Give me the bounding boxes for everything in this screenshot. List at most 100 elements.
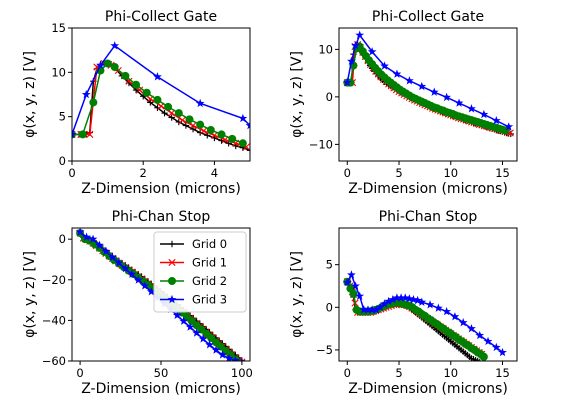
marker-star — [133, 275, 143, 284]
x-tick-label: 4 — [211, 166, 218, 180]
marker-star — [75, 228, 85, 236]
x-tick-label: 0 — [76, 366, 83, 380]
marker-star — [355, 30, 365, 39]
marker-circle — [168, 277, 176, 285]
marker-star — [238, 113, 248, 123]
chart-title: Phi-Chan Stop — [379, 209, 478, 225]
series-grid-3 — [342, 30, 514, 131]
series-grid-2 — [343, 277, 488, 361]
plot-area — [72, 41, 250, 154]
marker-circle — [228, 134, 237, 143]
marker-star — [371, 305, 381, 314]
y-tick-label: 0 — [326, 90, 333, 104]
legend-item: Grid 1 — [160, 256, 227, 270]
y-tick-label: 5 — [326, 258, 333, 272]
marker-circle — [89, 98, 98, 107]
marker-circle — [174, 109, 183, 118]
marker-plus — [168, 240, 176, 248]
series-line — [72, 44, 250, 135]
y-tick-label: −60 — [42, 354, 66, 368]
series-grid-3 — [72, 41, 250, 139]
series-grid-2 — [343, 42, 510, 135]
marker-star — [195, 98, 205, 108]
marker-star — [347, 56, 356, 65]
marker-plus — [189, 125, 197, 133]
marker-star — [205, 340, 214, 349]
marker-star — [405, 76, 414, 85]
x-tick-label: 100 — [231, 366, 253, 380]
chart-panel-1: Phi-Collect Gate 0 2 4 0 5 10 15 Z-Dimension (mi… — [22, 9, 251, 197]
x-tick-label: 5 — [395, 366, 402, 380]
marker-star — [211, 345, 221, 354]
marker-star — [231, 355, 240, 361]
marker-plus — [479, 358, 481, 361]
y-tick-label: −5 — [316, 343, 333, 357]
marker-star — [380, 61, 389, 70]
legend: Grid 0 Grid 1 Grid 2 Grid 3 — [153, 231, 247, 313]
marker-star — [185, 322, 195, 331]
marker-star — [351, 281, 360, 290]
x-tick-label: 0 — [344, 166, 351, 180]
chart-title: Phi-Collect Gate — [105, 9, 217, 25]
marker-circle — [185, 115, 194, 124]
marker-star — [363, 305, 373, 314]
series-line — [346, 33, 510, 128]
x-tick-label: 10 — [443, 366, 458, 380]
marker-star — [88, 234, 98, 243]
x-tick-label: 15 — [495, 166, 510, 180]
marker-circle — [78, 130, 87, 139]
marker-x — [86, 130, 94, 138]
marker-star — [192, 328, 201, 337]
x-axis-label: Z-Dimension (microns) — [81, 181, 241, 197]
marker-star — [172, 310, 182, 320]
x-tick-label: 10 — [443, 166, 458, 180]
marker-star — [72, 129, 77, 139]
y-axis-label: φ(x, y, z) [V] — [22, 51, 38, 138]
marker-star — [467, 104, 476, 113]
marker-star — [380, 299, 389, 308]
y-tick-label: 5 — [59, 110, 66, 124]
marker-star — [467, 324, 476, 333]
marker-star — [433, 303, 443, 312]
y-axis-label: φ(x, y, z) [V] — [289, 51, 305, 138]
marker-circle — [153, 95, 162, 104]
marker-star — [392, 293, 402, 302]
marker-x — [200, 127, 208, 135]
marker-x — [178, 116, 186, 124]
marker-star — [237, 357, 247, 361]
marker-circle — [196, 120, 205, 129]
legend-label: Grid 0 — [192, 237, 227, 251]
marker-star — [81, 89, 91, 99]
marker-star — [342, 78, 352, 87]
legend-label: Grid 3 — [192, 293, 227, 307]
marker-circle — [132, 80, 141, 89]
marker-star — [417, 297, 427, 306]
y-tick-label: 10 — [318, 42, 333, 56]
legend-item: Grid 0 — [160, 237, 227, 251]
marker-star — [454, 98, 464, 107]
y-tick-label: 0 — [59, 232, 66, 246]
marker-plus — [168, 114, 175, 121]
y-axis-label: φ(x, y, z) [V] — [289, 251, 305, 338]
marker-star — [146, 287, 156, 296]
marker-plus — [204, 132, 211, 139]
y-tick-label: −10 — [309, 137, 333, 151]
marker-star — [442, 92, 451, 102]
marker-star — [127, 269, 137, 279]
x-axis-label: Z-Dimension (microns) — [348, 381, 508, 397]
marker-star — [245, 120, 250, 130]
series-grid-3 — [342, 270, 507, 357]
y-tick-label: −40 — [42, 313, 66, 327]
marker-star — [95, 240, 104, 249]
marker-plus — [147, 99, 154, 106]
marker-star — [396, 293, 406, 302]
y-tick-label: 10 — [51, 65, 66, 79]
marker-star — [140, 281, 150, 290]
marker-star — [224, 353, 234, 361]
plot-area — [342, 270, 507, 361]
marker-circle — [217, 130, 226, 139]
marker-star — [355, 291, 365, 300]
